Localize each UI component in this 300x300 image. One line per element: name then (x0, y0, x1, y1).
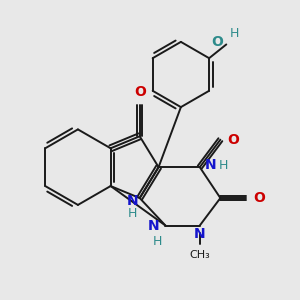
Text: O: O (227, 133, 239, 147)
Text: N: N (148, 218, 159, 233)
Text: N: N (194, 227, 206, 241)
Text: H: H (219, 159, 228, 172)
Text: O: O (253, 191, 265, 205)
Text: CH₃: CH₃ (189, 250, 210, 260)
Text: N: N (127, 194, 139, 208)
Text: O: O (134, 85, 146, 99)
Text: H: H (128, 207, 138, 220)
Text: H: H (230, 27, 239, 40)
Text: N: N (205, 158, 217, 172)
Text: O: O (211, 35, 223, 49)
Text: H: H (153, 235, 163, 248)
